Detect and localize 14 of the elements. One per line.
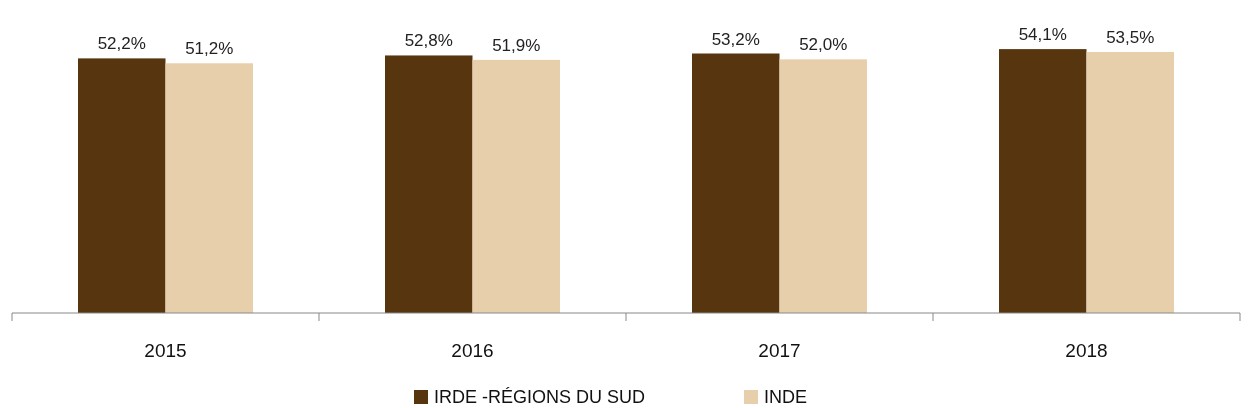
x-tick-label: 2018: [1065, 340, 1108, 361]
legend-label: IRDE -RÉGIONS DU SUD: [434, 387, 646, 407]
data-label: 52,0%: [799, 35, 848, 55]
x-tick-label: 2017: [758, 340, 801, 361]
data-label: 52,2%: [97, 34, 146, 54]
data-label: 51,2%: [185, 39, 234, 59]
data-label: 54,1%: [1018, 25, 1067, 45]
data-label: 53,2%: [711, 29, 760, 49]
x-tick-label: 2015: [144, 340, 187, 361]
x-tick-label: 2016: [451, 340, 494, 361]
data-label: 52,8%: [404, 31, 453, 51]
legend-label: INDE: [764, 387, 808, 407]
data-label: 53,5%: [1106, 28, 1155, 48]
data-label: 51,9%: [492, 35, 541, 55]
